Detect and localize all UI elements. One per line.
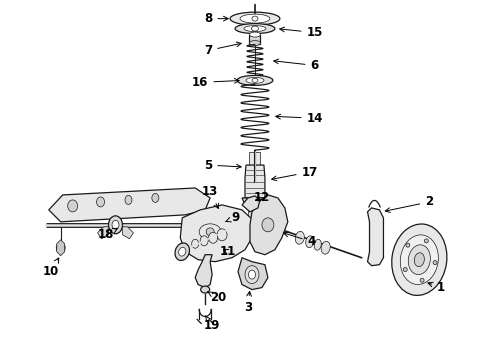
Text: 14: 14 <box>276 112 323 125</box>
Ellipse shape <box>112 220 119 229</box>
Polygon shape <box>238 258 268 289</box>
Ellipse shape <box>217 229 227 241</box>
Ellipse shape <box>206 228 214 236</box>
Ellipse shape <box>230 12 280 25</box>
Ellipse shape <box>249 41 261 45</box>
Ellipse shape <box>262 218 274 232</box>
Polygon shape <box>248 205 262 218</box>
Polygon shape <box>245 165 265 198</box>
Ellipse shape <box>249 32 261 37</box>
Polygon shape <box>249 152 261 165</box>
Ellipse shape <box>235 24 275 33</box>
Text: 12: 12 <box>254 192 270 204</box>
Ellipse shape <box>408 245 430 275</box>
Polygon shape <box>368 208 384 266</box>
Text: 17: 17 <box>272 166 318 181</box>
FancyBboxPatch shape <box>249 35 261 44</box>
Ellipse shape <box>68 200 77 212</box>
Ellipse shape <box>306 236 314 248</box>
Text: 19: 19 <box>204 316 221 332</box>
Ellipse shape <box>433 261 437 265</box>
Ellipse shape <box>251 26 258 31</box>
Ellipse shape <box>179 247 186 256</box>
Ellipse shape <box>252 78 258 82</box>
Ellipse shape <box>252 16 258 21</box>
Ellipse shape <box>108 216 122 234</box>
Text: 6: 6 <box>274 59 319 72</box>
Ellipse shape <box>240 14 270 23</box>
Ellipse shape <box>245 266 259 284</box>
Ellipse shape <box>175 243 190 261</box>
Ellipse shape <box>295 231 304 244</box>
Ellipse shape <box>406 243 410 247</box>
Ellipse shape <box>56 243 65 252</box>
Ellipse shape <box>237 75 273 85</box>
Ellipse shape <box>424 239 428 243</box>
Ellipse shape <box>192 239 198 248</box>
Text: 20: 20 <box>207 291 226 304</box>
Ellipse shape <box>244 26 266 32</box>
Text: 10: 10 <box>43 258 59 278</box>
Ellipse shape <box>248 270 255 279</box>
Polygon shape <box>195 255 212 288</box>
Text: 11: 11 <box>220 245 236 258</box>
Ellipse shape <box>200 236 208 246</box>
Ellipse shape <box>420 278 424 282</box>
Ellipse shape <box>201 286 210 293</box>
Text: 16: 16 <box>192 76 239 89</box>
Text: 9: 9 <box>225 211 239 224</box>
Text: 18: 18 <box>98 228 118 241</box>
Text: 15: 15 <box>280 26 323 39</box>
Ellipse shape <box>403 267 407 271</box>
Polygon shape <box>242 198 268 205</box>
Ellipse shape <box>314 239 321 250</box>
Text: 13: 13 <box>202 185 219 208</box>
Ellipse shape <box>392 224 447 296</box>
Polygon shape <box>57 240 65 256</box>
Polygon shape <box>98 227 108 239</box>
Polygon shape <box>180 205 255 262</box>
Ellipse shape <box>400 235 439 284</box>
Ellipse shape <box>152 193 159 202</box>
Text: 8: 8 <box>204 12 228 25</box>
Text: 5: 5 <box>204 158 241 172</box>
Polygon shape <box>242 196 260 212</box>
Ellipse shape <box>321 241 330 254</box>
Ellipse shape <box>415 253 424 267</box>
Ellipse shape <box>246 77 264 84</box>
Polygon shape <box>250 195 288 255</box>
Text: 7: 7 <box>204 42 241 57</box>
Polygon shape <box>49 188 210 222</box>
Ellipse shape <box>209 232 218 243</box>
Text: 3: 3 <box>244 292 252 314</box>
Text: 4: 4 <box>284 232 316 248</box>
Ellipse shape <box>125 195 132 204</box>
Text: 2: 2 <box>385 195 433 212</box>
Ellipse shape <box>59 246 63 250</box>
Text: 1: 1 <box>428 281 445 294</box>
Ellipse shape <box>97 197 104 207</box>
Polygon shape <box>122 227 133 239</box>
Ellipse shape <box>252 179 258 185</box>
